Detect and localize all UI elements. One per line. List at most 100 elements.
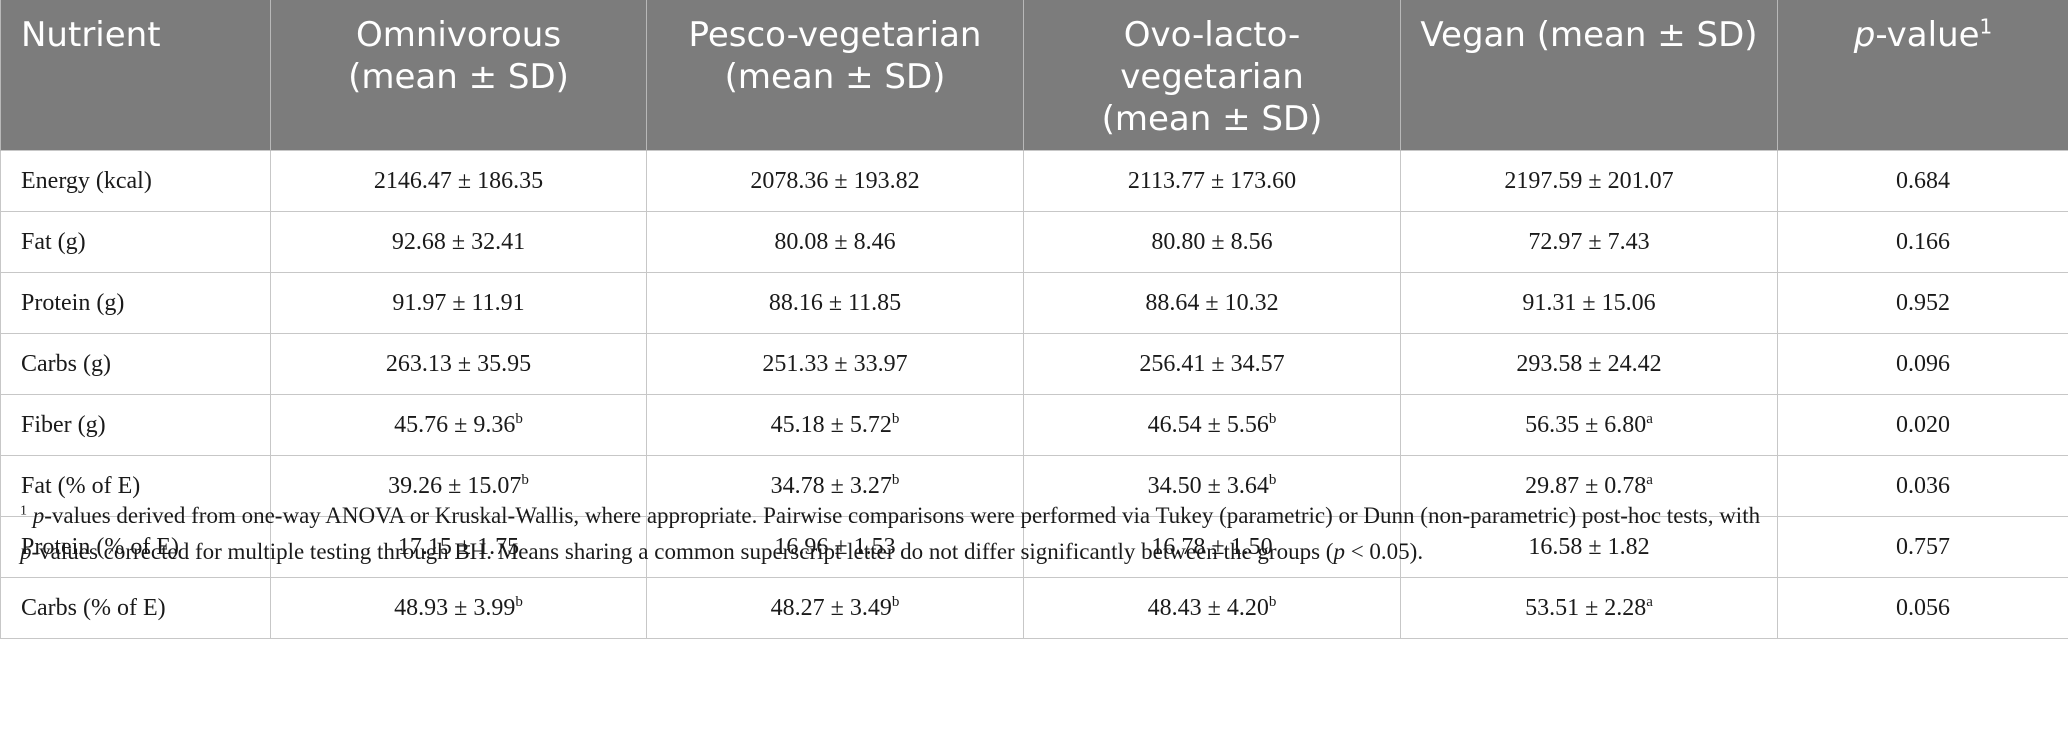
cell-ovo-lacto-vegetarian-superscript: b — [1268, 471, 1277, 488]
cell-omnivorous-value: 2146.47 ± 186.35 — [373, 167, 544, 194]
table-row: Protein (% of E) 17.15 ± 1.75 16.96 ± 1.53… — [0, 516, 2068, 578]
cell-ovo-lacto-vegetarian: 88.64 ± 10.32 — [1023, 272, 1401, 334]
cell-omnivorous-superscript: b — [521, 471, 529, 488]
cell-omnivorous-superscript: b — [515, 593, 523, 610]
table-row: Energy (kcal) 2146.47 ± 186.35 2078.36 ± 1… — [0, 150, 2068, 212]
cell-omnivorous: 45.76 ± 9.36b — [270, 394, 647, 456]
cell-pesco-vegetarian-superscript: b — [891, 410, 900, 427]
cell-omnivorous-value: 39.26 ± 15.07 — [388, 472, 522, 499]
cell-p-value-value: 0.684 — [1896, 167, 1950, 194]
cell-p-value: 0.952 — [1777, 272, 2068, 334]
cell-nutrient-value: Fiber (g) — [21, 411, 106, 438]
cell-nutrient: Fat (g) — [0, 211, 271, 273]
cell-vegan: 2197.59 ± 201.07 — [1400, 150, 1778, 212]
cell-ovo-lacto-vegetarian-value: 256.41 ± 34.57 — [1139, 350, 1285, 377]
cell-pesco-vegetarian: 48.27 ± 3.49b — [646, 577, 1024, 639]
cell-pesco-vegetarian-value: 45.18 ± 5.72 — [770, 411, 892, 438]
cell-pesco-vegetarian: 2078.36 ± 193.82 — [646, 150, 1024, 212]
table-row: Fiber (g) 45.76 ± 9.36b 45.18 ± 5.72b 46.54… — [0, 394, 2068, 456]
cell-vegan: 29.87 ± 0.78a — [1400, 455, 1778, 517]
cell-p-value: 0.684 — [1777, 150, 2068, 212]
footnote-mark: 1 — [20, 503, 27, 519]
cell-omnivorous-value: 45.76 ± 9.36 — [394, 411, 516, 438]
cell-vegan-superscript: a — [1646, 410, 1653, 427]
cell-p-value-value: 0.757 — [1896, 533, 1950, 560]
cell-omnivorous-value: 263.13 ± 35.95 — [385, 350, 532, 377]
cell-ovo-lacto-vegetarian-value: 88.64 ± 10.32 — [1145, 289, 1279, 316]
header-pesco-line2: (mean ± SD) — [724, 57, 946, 97]
cell-vegan-value: 53.51 ± 2.28 — [1525, 594, 1647, 621]
header-omnivorous-line1: Omnivorous — [355, 15, 562, 55]
cell-vegan-value: 56.35 ± 6.80 — [1525, 411, 1647, 438]
header-ovo-line1: Ovo-lacto- — [1123, 15, 1301, 55]
cell-pesco-vegetarian: 251.33 ± 33.97 — [646, 333, 1024, 395]
cell-ovo-lacto-vegetarian-value: 16.78 ± 1.50 — [1151, 533, 1273, 560]
cell-p-value: 0.020 — [1777, 394, 2068, 456]
header-omnivorous: Omnivorous (mean ± SD) — [270, 0, 647, 151]
cell-omnivorous-value: 48.93 ± 3.99 — [394, 594, 516, 621]
cell-pesco-vegetarian: 45.18 ± 5.72b — [646, 394, 1024, 456]
cell-pesco-vegetarian-value: 48.27 ± 3.49 — [770, 594, 892, 621]
header-ovo-lacto-vegetarian: Ovo-lacto- vegetarian (mean ± SD) — [1023, 0, 1401, 151]
cell-nutrient: Protein (g) — [0, 272, 271, 334]
cell-vegan: 56.35 ± 6.80a — [1400, 394, 1778, 456]
cell-omnivorous-value: 91.97 ± 11.91 — [392, 289, 525, 316]
cell-vegan-value: 29.87 ± 0.78 — [1525, 472, 1647, 499]
cell-pesco-vegetarian: 80.08 ± 8.46 — [646, 211, 1024, 273]
header-nutrient: Nutrient — [0, 0, 271, 151]
header-omnivorous-line2: (mean ± SD) — [348, 57, 569, 97]
cell-vegan: 53.51 ± 2.28a — [1400, 577, 1778, 639]
header-pesco-vegetarian: Pesco-vegetarian (mean ± SD) — [646, 0, 1024, 151]
table-row: Carbs (% of E) 48.93 ± 3.99b 48.27 ± 3.49b… — [0, 577, 2068, 639]
cell-omnivorous: 2146.47 ± 186.35 — [270, 150, 647, 212]
cell-pesco-vegetarian: 16.96 ± 1.53 — [646, 516, 1024, 578]
cell-vegan-value: 91.31 ± 15.06 — [1522, 289, 1656, 316]
cell-pesco-vegetarian-value: 80.08 ± 8.46 — [774, 228, 896, 255]
cell-ovo-lacto-vegetarian-value: 2113.77 ± 173.60 — [1127, 167, 1297, 194]
table-header: Nutrient Omnivorous (mean ± SD) Pesco-ve… — [0, 0, 2068, 151]
cell-pesco-vegetarian-value: 2078.36 ± 193.82 — [750, 167, 920, 194]
cell-pesco-vegetarian-value: 34.78 ± 3.27 — [770, 472, 892, 499]
cell-ovo-lacto-vegetarian-superscript: b — [1268, 593, 1277, 610]
cell-omnivorous: 91.97 ± 11.91 — [270, 272, 647, 334]
nutrient-table-container: Nutrient Omnivorous (mean ± SD) Pesco-ve… — [0, 0, 2068, 639]
header-pesco-line1: Pesco-vegetarian — [688, 15, 982, 55]
cell-p-value: 0.096 — [1777, 333, 2068, 395]
cell-nutrient: Fat (% of E) — [0, 455, 271, 517]
footnote-p-italic-2: p — [20, 539, 32, 564]
cell-pesco-vegetarian-superscript: b — [891, 593, 900, 610]
cell-omnivorous: 92.68 ± 32.41 — [270, 211, 647, 273]
cell-vegan-value: 16.58 ± 1.82 — [1528, 533, 1650, 560]
cell-vegan-superscript: a — [1646, 471, 1653, 488]
cell-nutrient: Carbs (% of E) — [0, 577, 271, 639]
footnote-text-1: -values derived from one-way ANOVA or Kr… — [44, 503, 1761, 528]
header-p-rest: -value — [1875, 15, 1980, 55]
header-row: Nutrient Omnivorous (mean ± SD) Pesco-ve… — [0, 0, 2068, 151]
cell-ovo-lacto-vegetarian: 2113.77 ± 173.60 — [1023, 150, 1401, 212]
cell-ovo-lacto-vegetarian-superscript: b — [1268, 410, 1277, 427]
cell-p-value: 0.056 — [1777, 577, 2068, 639]
cell-nutrient-value: Fat (g) — [21, 228, 86, 255]
cell-p-value-value: 0.020 — [1896, 411, 1950, 438]
cell-omnivorous-superscript: b — [515, 410, 523, 427]
cell-vegan: 16.58 ± 1.82 — [1400, 516, 1778, 578]
footnote-p-italic-3: p — [1333, 539, 1345, 564]
cell-omnivorous-value: 17.15 ± 1.75 — [397, 533, 520, 560]
cell-vegan-value: 2197.59 ± 201.07 — [1504, 167, 1674, 194]
cell-ovo-lacto-vegetarian: 256.41 ± 34.57 — [1023, 333, 1401, 395]
cell-pesco-vegetarian-value: 251.33 ± 33.97 — [762, 350, 908, 377]
cell-nutrient-value: Fat (% of E) — [21, 472, 141, 499]
header-ovo-line2: vegetarian — [1120, 57, 1304, 97]
cell-vegan: 72.97 ± 7.43 — [1400, 211, 1778, 273]
cell-omnivorous: 39.26 ± 15.07b — [270, 455, 647, 517]
cell-nutrient: Energy (kcal) — [0, 150, 271, 212]
cell-ovo-lacto-vegetarian: 16.78 ± 1.50 — [1023, 516, 1401, 578]
cell-nutrient: Carbs (g) — [0, 333, 271, 395]
cell-vegan: 91.31 ± 15.06 — [1400, 272, 1778, 334]
footnote-p-italic-1: p — [32, 503, 45, 528]
cell-nutrient: Fiber (g) — [0, 394, 271, 456]
cell-ovo-lacto-vegetarian: 46.54 ± 5.56b — [1023, 394, 1401, 456]
table-row: Carbs (g) 263.13 ± 35.95 251.33 ± 33.97 256… — [0, 333, 2068, 395]
cell-nutrient: Protein (% of E) — [0, 516, 271, 578]
cell-nutrient-value: Carbs (% of E) — [21, 594, 166, 621]
